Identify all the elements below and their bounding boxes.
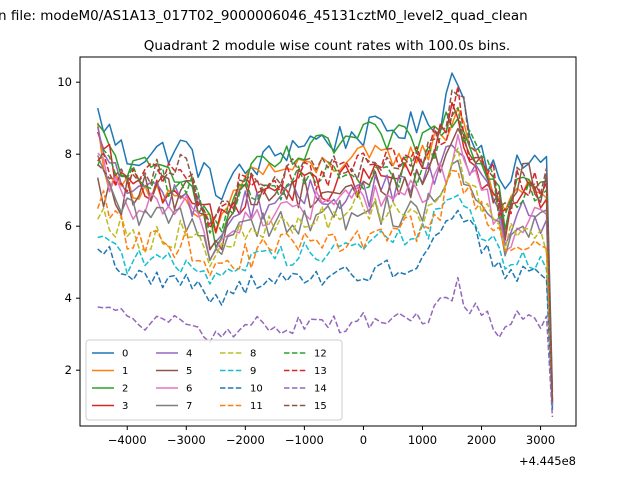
legend-label-2: 2 [122,384,128,395]
legend-label-5: 5 [186,366,192,377]
series-line-2 [97,111,554,403]
x-tick-label: −3000 [167,433,206,447]
y-tick-label: 8 [65,147,72,161]
series-line-11 [96,169,554,403]
x-axis: −4000 −3000 −2000 −1000 0 1000 2000 3000 [108,426,555,447]
y-tick-label: 10 [57,75,72,89]
legend-label-15: 15 [314,401,327,412]
series-line-9 [97,194,554,407]
legend-label-13: 13 [314,366,327,377]
figure-suptitle: n file: modeM0/AS1A13_017T02_9000006046_… [0,8,528,24]
y-tick-label: 4 [65,291,72,305]
series-line-14 [97,276,554,418]
x-tick-label: −4000 [108,433,147,447]
series-line-12 [96,106,554,403]
legend-label-0: 0 [122,349,128,360]
legend-label-4: 4 [186,349,192,360]
y-tick-label: 2 [65,363,72,377]
x-tick-label: 2000 [467,433,496,447]
series-line-13 [97,85,554,403]
x-tick-label: −2000 [226,433,265,447]
legend-label-6: 6 [186,384,192,395]
series-line-10 [97,209,554,410]
plot-frame [79,56,577,427]
series-line-7 [97,155,554,410]
y-axis: 2 4 6 8 10 [57,75,80,377]
series-line-1 [96,107,554,400]
legend-label-10: 10 [250,384,263,395]
plot-area [96,72,554,418]
series-layer [96,72,554,418]
series-line-5 [96,127,554,407]
legend-label-1: 1 [122,366,128,377]
series-line-8 [97,147,554,400]
legend-label-8: 8 [250,349,256,360]
legend-frame [85,339,343,421]
y-tick-label: 6 [65,219,72,233]
series-line-15 [97,89,554,400]
legend-label-7: 7 [186,401,192,412]
legend-label-12: 12 [314,349,327,360]
x-tick-label: 0 [360,433,367,447]
x-tick-label: −1000 [285,433,324,447]
legend-label-3: 3 [122,401,128,412]
x-tick-label: 3000 [526,433,555,447]
legend-label-11: 11 [250,401,263,412]
series-line-0 [96,72,554,392]
x-tick-label: 1000 [408,433,437,447]
chart-title: Quadrant 2 module wise count rates with … [144,38,510,54]
legend-label-14: 14 [314,384,327,395]
x-offset-label: +4.445e8 [519,454,576,468]
legend-label-9: 9 [250,366,256,377]
